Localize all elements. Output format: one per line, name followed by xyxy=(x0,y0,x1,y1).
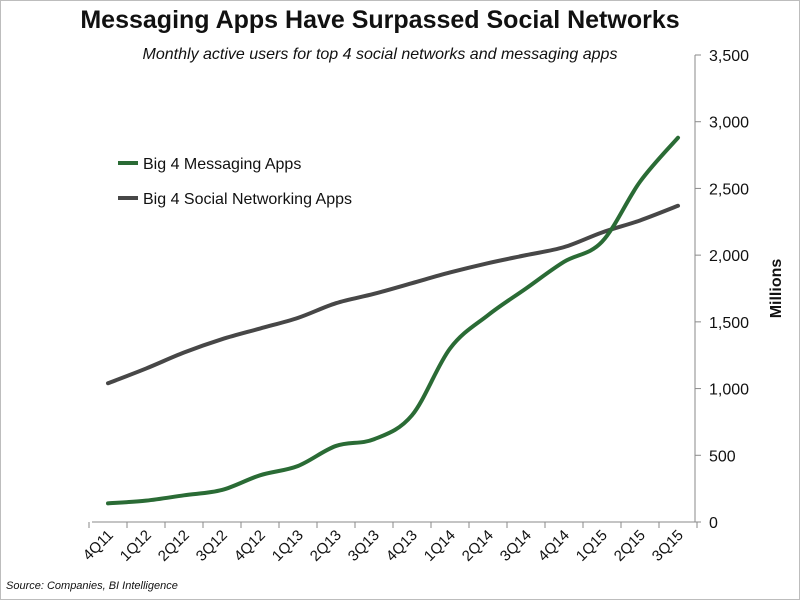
series-line-social xyxy=(106,203,680,386)
x-tick-label: 4Q12 xyxy=(231,527,269,565)
series-line-messaging xyxy=(106,135,680,506)
x-tick-label: 1Q13 xyxy=(269,527,307,565)
x-tick-label: 4Q14 xyxy=(535,527,573,565)
x-tick-label: 1Q12 xyxy=(117,527,155,565)
y-tick-label: 1,000 xyxy=(709,382,749,399)
source-note: Source: Companies, BI Intelligence xyxy=(6,580,178,592)
legend-label: Big 4 Messaging Apps xyxy=(143,156,301,173)
x-tick-label: 3Q13 xyxy=(345,527,383,565)
x-tick-label: 1Q14 xyxy=(421,527,459,565)
x-tick-label: 3Q15 xyxy=(649,527,687,565)
y-tick-label: 0 xyxy=(709,515,718,532)
x-tick-label: 3Q14 xyxy=(497,527,535,565)
y-axis-title: Millions xyxy=(768,259,785,319)
x-tick-label: 2Q13 xyxy=(307,527,345,565)
y-tick-label: 2,500 xyxy=(709,181,749,198)
x-tick-label: 2Q12 xyxy=(155,527,193,565)
chart-subtitle: Monthly active users for top 4 social ne… xyxy=(142,46,618,63)
legend-label: Big 4 Social Networking Apps xyxy=(143,191,352,208)
y-tick-label: 1,500 xyxy=(709,315,749,332)
chart-title: Messaging Apps Have Surpassed Social Net… xyxy=(80,6,680,34)
x-tick-label: 4Q13 xyxy=(383,527,421,565)
x-tick-label: 2Q14 xyxy=(459,527,497,565)
x-tick-label: 4Q11 xyxy=(80,527,117,564)
x-tick-label: 1Q15 xyxy=(573,527,611,565)
y-tick-label: 3,000 xyxy=(709,115,749,132)
y-tick-label: 3,500 xyxy=(709,48,749,65)
y-tick-label: 500 xyxy=(709,448,736,465)
y-tick-label: 2,000 xyxy=(709,248,749,265)
x-tick-label: 2Q15 xyxy=(611,527,649,565)
x-tick-label: 3Q12 xyxy=(193,527,231,565)
